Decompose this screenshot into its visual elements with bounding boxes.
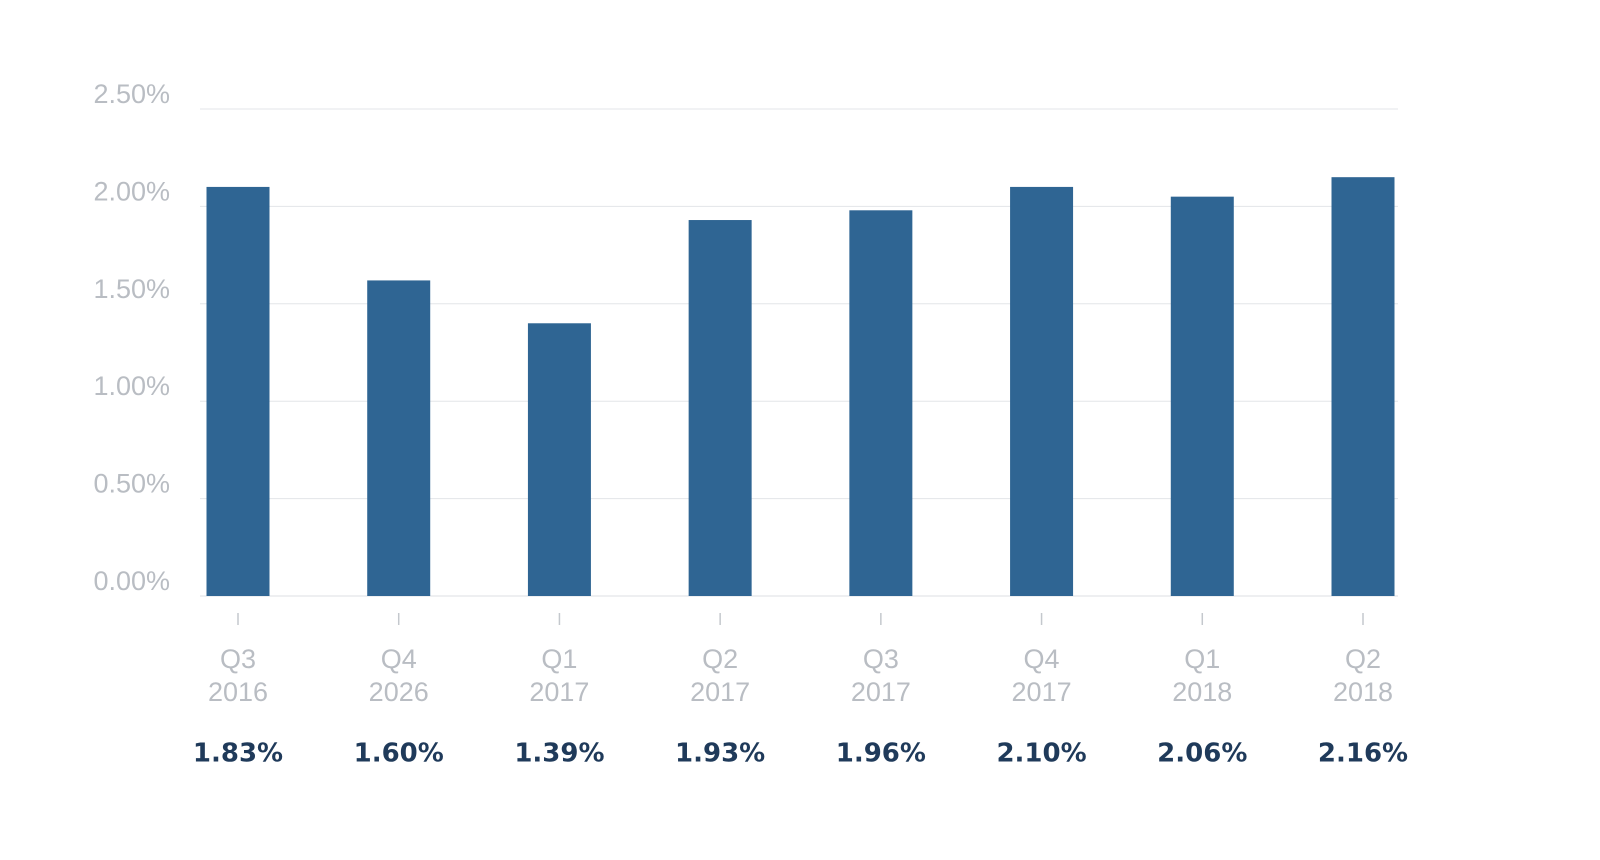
- bar: [849, 210, 913, 596]
- x-tick-label-year: 2017: [1012, 677, 1072, 707]
- bar: [1331, 177, 1395, 596]
- y-tick-label: 2.50%: [93, 79, 170, 109]
- data-label: 1.93%: [675, 739, 765, 769]
- data-label: 1.83%: [193, 739, 283, 769]
- x-tick-label-year: 2016: [208, 677, 268, 707]
- x-tick-label-year: 2017: [529, 677, 589, 707]
- data-label: 2.16%: [1318, 739, 1408, 769]
- data-label: 1.96%: [836, 739, 926, 769]
- y-axis: 0.00% 0.50% 1.00% 1.50% 2.00% 2.50%: [93, 79, 170, 596]
- x-tick-label-quarter: Q4: [1024, 644, 1060, 674]
- x-tick-label-quarter: Q1: [1184, 644, 1220, 674]
- x-tick-label-quarter: Q2: [1345, 644, 1381, 674]
- data-label: 1.60%: [354, 739, 444, 769]
- bar: [1010, 186, 1074, 597]
- data-label: 1.39%: [514, 739, 604, 769]
- x-tick-label-quarter: Q3: [220, 644, 256, 674]
- y-tick-label: 0.00%: [93, 566, 170, 596]
- y-tick-label: 1.50%: [93, 274, 170, 304]
- x-tick-label-year: 2018: [1172, 677, 1232, 707]
- data-label: 2.06%: [1157, 739, 1247, 769]
- bar: [688, 220, 752, 596]
- bar: [527, 323, 591, 596]
- data-labels: 1.83% 1.60% 1.39% 1.93% 1.96% 2.10% 2.06% 2.16%: [193, 739, 1408, 769]
- y-tick-label: 1.00%: [93, 371, 170, 401]
- bars: [206, 177, 1395, 597]
- bar: [1170, 196, 1234, 596]
- y-tick-label: 0.50%: [93, 469, 170, 499]
- x-tick-label-quarter: Q1: [541, 644, 577, 674]
- x-tick-label-year: 2017: [851, 677, 911, 707]
- x-tick-label-quarter: Q4: [381, 644, 417, 674]
- x-tick-label-year: 2017: [690, 677, 750, 707]
- x-tick-label-quarter: Q3: [863, 644, 899, 674]
- y-tick-label: 2.00%: [93, 176, 170, 206]
- x-tick-label-quarter: Q2: [702, 644, 738, 674]
- data-label: 2.10%: [996, 739, 1086, 769]
- x-tick-label-year: 2026: [369, 677, 429, 707]
- bar: [206, 186, 270, 597]
- x-tick-label-year: 2018: [1333, 677, 1393, 707]
- x-axis: Q32016Q42026Q12017Q22017Q32017Q42017Q120…: [208, 613, 1393, 707]
- bar: [367, 280, 431, 596]
